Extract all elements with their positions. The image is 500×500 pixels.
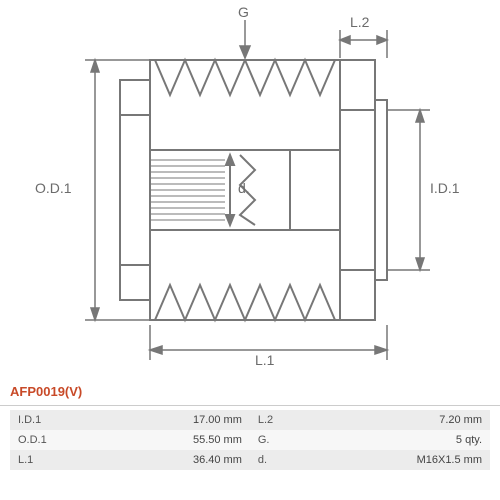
label-od1: O.D.1: [35, 180, 72, 196]
label-l2: L.2: [350, 14, 369, 30]
label-g: G: [238, 4, 249, 20]
spec-table: I.D.117.00 mm L.27.20 mm O.D.155.50 mm G…: [10, 410, 490, 470]
part-number: AFP0019(V): [0, 380, 500, 406]
pulley-diagram: [0, 0, 500, 380]
label-id1: I.D.1: [430, 180, 460, 196]
table-row: L.136.40 mm d.M16X1.5 mm: [10, 450, 490, 470]
technical-drawing: O.D.1 I.D.1 L.1 L.2 G d.: [0, 0, 500, 380]
table-row: I.D.117.00 mm L.27.20 mm: [10, 410, 490, 430]
table-row: O.D.155.50 mm G.5 qty.: [10, 430, 490, 450]
label-l1: L.1: [255, 352, 274, 368]
label-d: d.: [238, 180, 250, 196]
